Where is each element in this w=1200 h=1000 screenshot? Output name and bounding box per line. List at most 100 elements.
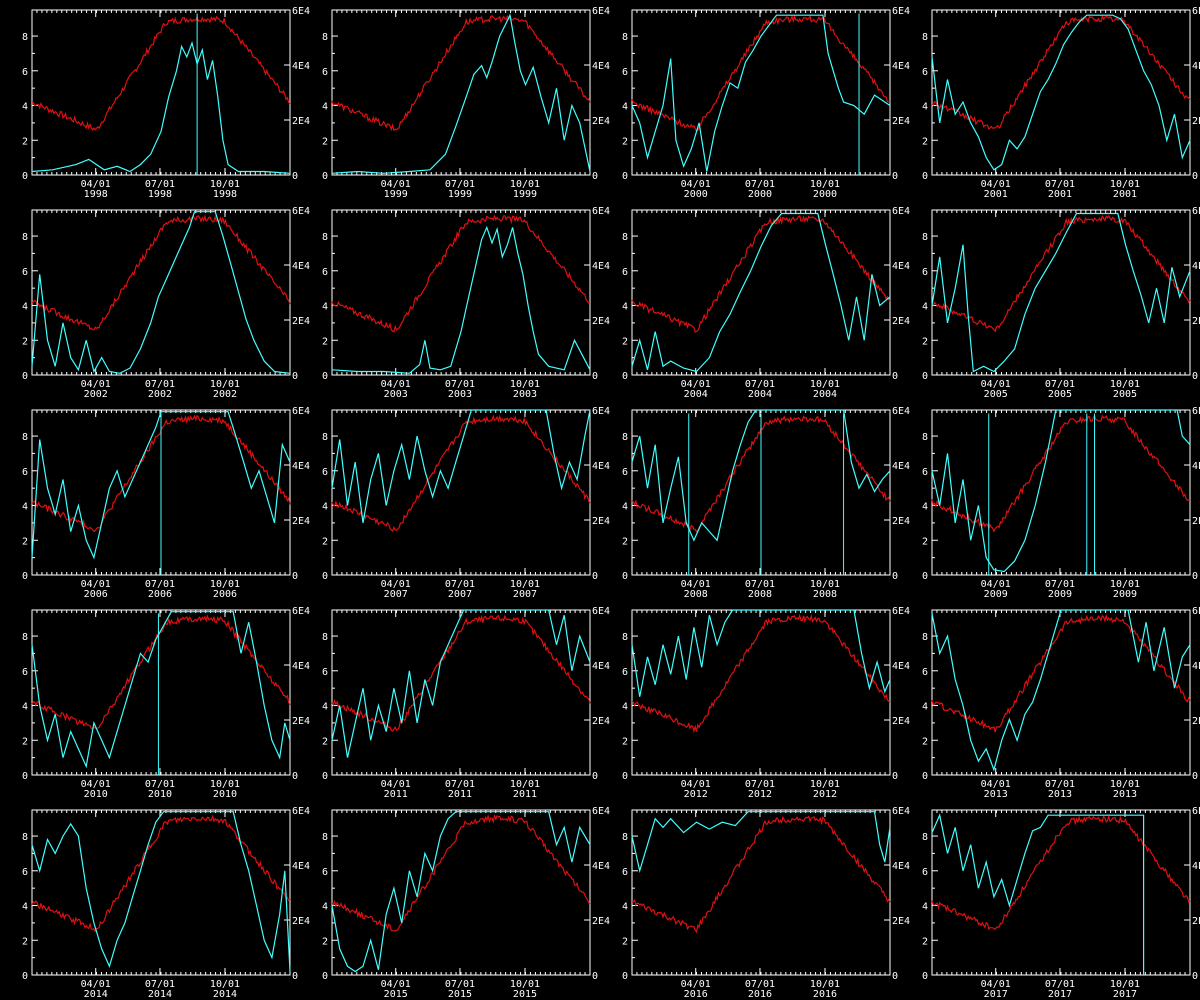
y-left-tick-label: 2 [322,336,328,347]
panel-2001: 04/01200107/01200110/0120010246802E44E46… [922,6,1200,200]
x-tick-year-label: 2008 [813,589,837,600]
cyan-series-line [631,14,891,172]
panel-2009: 04/01200907/01200910/0120090246802E44E46… [922,406,1200,600]
x-tick-label: 10/01 [510,179,540,190]
y-left-tick-label: 8 [22,32,28,43]
y-left-tick-label: 2 [922,736,928,747]
y-right-tick-label: 2E4 [892,716,910,727]
x-tick-year-label: 2008 [748,589,772,600]
y-right-tick-label: 6E4 [1192,806,1200,817]
y-left-tick-label: 8 [922,32,928,43]
x-tick-label: 04/01 [681,579,711,590]
y-right-tick-label: 6E4 [592,406,610,417]
y-right-tick-label: 6E4 [892,206,910,217]
y-left-tick-label: 4 [322,902,328,913]
y-left-tick-label: 8 [22,632,28,643]
red-series-line [331,14,591,132]
y-left-tick-label: 6 [922,867,928,878]
x-tick-year-label: 1998 [148,189,172,200]
red-series-line [631,613,891,734]
red-series-line [31,614,291,731]
x-tick-label: 07/01 [745,779,775,790]
y-left-tick-label: 6 [322,467,328,478]
y-right-tick-label: 0 [1192,571,1198,582]
x-tick-year-label: 1998 [84,189,108,200]
plot-frame [631,9,891,176]
y-right-tick-label: 2E4 [592,316,610,327]
x-tick-year-label: 2004 [748,389,772,400]
y-right-tick-label: 6E4 [292,206,310,217]
y-left-tick-label: 8 [922,832,928,843]
plot-frame [931,409,1191,576]
y-right-tick-label: 6E4 [892,606,910,617]
panel-2014: 04/01201407/01201410/0120140246802E44E46… [22,806,310,1000]
x-tick-year-label: 2014 [148,989,172,1000]
x-tick-label: 07/01 [745,379,775,390]
panel-2007: 04/01200707/01200710/0120070246802E44E46… [322,406,610,600]
y-right-tick-label: 4E4 [1192,61,1200,72]
y-right-tick-label: 4E4 [892,461,910,472]
cyan-series-line [331,13,591,174]
y-left-tick-label: 6 [322,267,328,278]
panel-2000: 04/01200007/01200010/0120000246802E44E46… [622,6,910,200]
red-series-line [331,214,591,333]
y-right-tick-label: 0 [892,771,898,782]
x-tick-label: 10/01 [810,779,840,790]
red-series-line [631,215,891,333]
y-right-tick-label: 0 [892,371,898,382]
y-right-tick-label: 0 [292,171,298,182]
x-tick-year-label: 2002 [213,389,237,400]
red-series-line [331,414,591,533]
cyan-series-line [631,811,891,874]
y-left-tick-label: 8 [622,832,628,843]
y-left-tick-label: 8 [622,32,628,43]
x-tick-year-label: 2014 [84,989,108,1000]
y-left-tick-label: 6 [922,667,928,678]
y-left-tick-label: 8 [22,232,28,243]
x-tick-label: 07/01 [145,779,175,790]
y-left-tick-label: 0 [622,171,628,182]
x-tick-label: 10/01 [510,979,540,990]
y-left-tick-label: 2 [922,136,928,147]
red-series-line [31,15,291,131]
y-left-tick-label: 2 [322,136,328,147]
y-right-tick-label: 0 [892,971,898,982]
x-tick-year-label: 2009 [984,589,1008,600]
x-tick-label: 07/01 [445,579,475,590]
y-right-tick-label: 6E4 [592,606,610,617]
y-left-tick-label: 0 [322,371,328,382]
y-left-tick-label: 4 [922,902,928,913]
y-left-tick-label: 8 [922,432,928,443]
y-right-tick-label: 6E4 [592,806,610,817]
y-left-tick-label: 6 [622,467,628,478]
red-series-line [31,214,291,331]
y-left-tick-label: 0 [322,971,328,982]
cyan-series-line [631,212,891,373]
y-right-tick-label: 2E4 [292,516,310,527]
x-tick-year-label: 2007 [448,589,472,600]
x-tick-label: 04/01 [381,579,411,590]
y-right-tick-label: 2E4 [892,916,910,927]
x-tick-year-label: 2001 [984,189,1008,200]
y-left-tick-label: 6 [322,867,328,878]
plot-frame [331,409,591,576]
y-right-tick-label: 6E4 [292,406,310,417]
x-tick-label: 07/01 [745,579,775,590]
y-right-tick-label: 6E4 [1192,406,1200,417]
red-series-line [31,814,291,933]
x-tick-year-label: 2007 [513,589,537,600]
x-tick-year-label: 2017 [1048,989,1072,1000]
x-tick-year-label: 2003 [513,389,537,400]
y-left-tick-label: 4 [622,302,628,313]
y-right-tick-label: 4E4 [892,61,910,72]
x-tick-label: 04/01 [681,779,711,790]
y-left-tick-label: 4 [22,502,28,513]
y-right-tick-label: 2E4 [592,116,610,127]
x-tick-year-label: 2005 [984,389,1008,400]
x-tick-label: 10/01 [210,579,240,590]
y-right-tick-label: 4E4 [1192,661,1200,672]
y-right-tick-label: 0 [592,971,598,982]
panel-2008: 04/01200807/01200810/0120080246802E44E46… [622,406,910,600]
x-tick-year-label: 2007 [384,589,408,600]
y-right-tick-label: 4E4 [592,261,610,272]
